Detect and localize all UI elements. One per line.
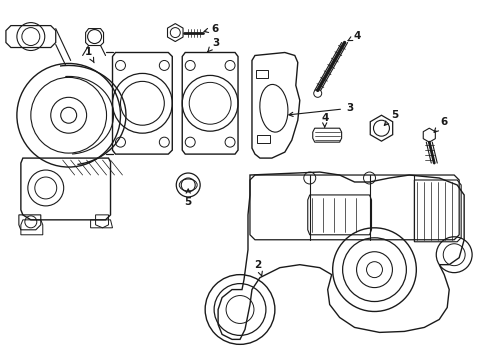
- Text: 5: 5: [185, 189, 192, 207]
- Text: 4: 4: [321, 113, 328, 127]
- Text: 4: 4: [348, 31, 361, 41]
- Text: 6: 6: [204, 24, 219, 33]
- Text: 3: 3: [289, 103, 353, 116]
- Text: 3: 3: [208, 37, 220, 52]
- Text: 6: 6: [434, 117, 448, 132]
- Text: 2: 2: [254, 260, 262, 276]
- Text: 1: 1: [85, 48, 94, 63]
- Text: 5: 5: [384, 110, 398, 125]
